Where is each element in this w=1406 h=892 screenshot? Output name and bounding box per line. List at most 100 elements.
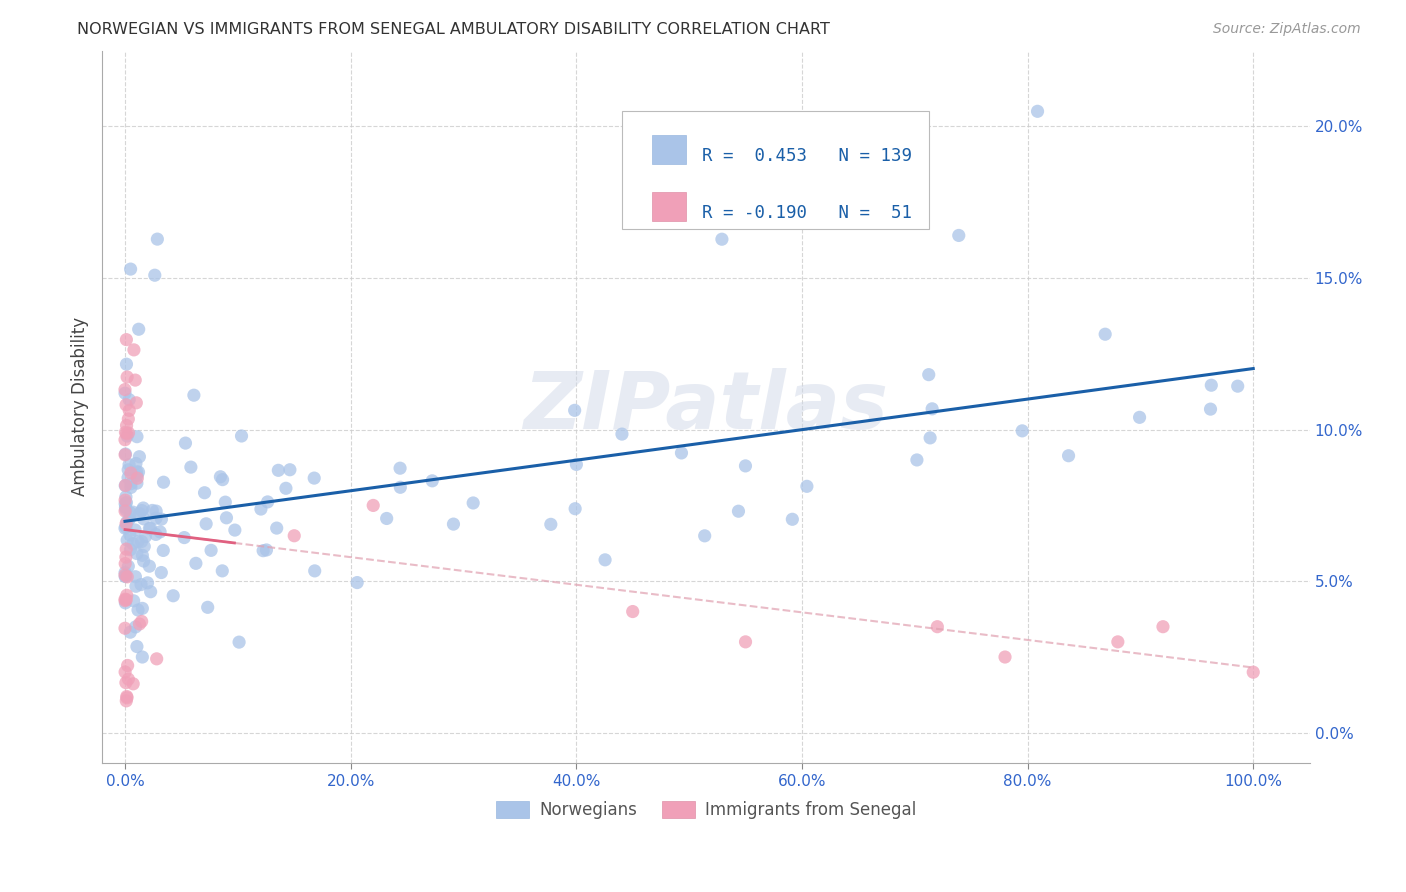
Point xyxy=(117,672,139,686)
Point xyxy=(361,499,384,513)
Point xyxy=(114,478,136,492)
Point xyxy=(114,383,136,397)
Point xyxy=(114,425,136,440)
Point xyxy=(115,690,138,705)
Point xyxy=(117,658,139,673)
Point xyxy=(127,603,149,617)
Point xyxy=(117,463,139,477)
FancyBboxPatch shape xyxy=(621,112,929,228)
Point xyxy=(145,504,167,518)
Point xyxy=(114,448,136,462)
Point xyxy=(120,262,142,277)
Point xyxy=(115,542,138,557)
Point xyxy=(1057,449,1080,463)
Point xyxy=(173,531,195,545)
Point xyxy=(149,524,172,539)
Point xyxy=(115,370,138,384)
Point xyxy=(128,322,150,336)
Point xyxy=(304,564,326,578)
Bar xyxy=(652,192,686,221)
Point xyxy=(228,635,250,649)
Point xyxy=(1152,620,1174,634)
Point xyxy=(115,398,138,412)
Point xyxy=(1226,379,1249,393)
Point xyxy=(152,543,174,558)
Text: Source: ZipAtlas.com: Source: ZipAtlas.com xyxy=(1213,22,1361,37)
Text: NORWEGIAN VS IMMIGRANTS FROM SENEGAL AMBULATORY DISABILITY CORRELATION CHART: NORWEGIAN VS IMMIGRANTS FROM SENEGAL AMB… xyxy=(77,22,830,37)
Point xyxy=(197,600,219,615)
Point xyxy=(114,596,136,610)
Point xyxy=(621,605,644,619)
Point xyxy=(115,588,138,602)
Point xyxy=(540,517,562,532)
Point xyxy=(132,501,155,516)
Point xyxy=(346,575,368,590)
Point xyxy=(128,450,150,464)
Point xyxy=(114,433,136,447)
Point xyxy=(125,430,148,444)
Point xyxy=(118,528,141,542)
Point xyxy=(115,675,138,690)
Point xyxy=(122,594,145,608)
Point xyxy=(283,529,305,543)
Point xyxy=(193,485,215,500)
Point xyxy=(122,677,145,691)
Point xyxy=(463,496,485,510)
Point xyxy=(114,478,136,492)
Point xyxy=(564,501,586,516)
Point xyxy=(115,690,138,704)
Point xyxy=(138,559,160,574)
Point xyxy=(224,523,246,537)
Point xyxy=(215,511,238,525)
Point xyxy=(114,566,136,580)
Point xyxy=(114,557,136,571)
Point xyxy=(180,460,202,475)
Point xyxy=(1199,402,1222,417)
Point xyxy=(120,625,142,640)
Point xyxy=(114,665,136,679)
Point xyxy=(115,503,138,517)
Point xyxy=(710,232,733,246)
Bar xyxy=(652,135,686,164)
Point xyxy=(250,502,273,516)
Point xyxy=(389,461,412,475)
Point xyxy=(443,517,465,532)
Point xyxy=(1107,635,1129,649)
Point xyxy=(117,570,139,584)
Point xyxy=(734,635,756,649)
Point xyxy=(389,480,412,494)
Point xyxy=(121,505,143,519)
Point xyxy=(131,650,153,665)
Point xyxy=(120,542,142,557)
Point xyxy=(125,579,148,593)
Point xyxy=(138,522,160,536)
Point xyxy=(145,511,167,525)
Point xyxy=(134,540,156,554)
Point xyxy=(796,479,818,493)
Y-axis label: Ambulatory Disability: Ambulatory Disability xyxy=(72,318,89,497)
Point xyxy=(145,527,167,541)
Point xyxy=(128,465,150,479)
Point xyxy=(117,412,139,426)
Point xyxy=(117,559,139,574)
Point xyxy=(128,507,150,521)
Point xyxy=(115,490,138,504)
Point xyxy=(132,554,155,568)
Point xyxy=(114,504,136,518)
Point xyxy=(302,471,325,485)
Point xyxy=(162,589,184,603)
Point xyxy=(124,620,146,634)
Point xyxy=(150,566,173,580)
Point xyxy=(115,429,138,443)
Point xyxy=(114,521,136,535)
Point xyxy=(610,427,633,442)
Point xyxy=(131,549,153,563)
Text: R = -0.190   N =  51: R = -0.190 N = 51 xyxy=(703,204,912,222)
Text: ZIPatlas: ZIPatlas xyxy=(523,368,889,446)
Point xyxy=(200,543,222,558)
Point xyxy=(125,547,148,561)
Point xyxy=(114,593,136,607)
Point xyxy=(727,504,749,518)
Point xyxy=(143,268,166,283)
Point xyxy=(1201,378,1223,392)
